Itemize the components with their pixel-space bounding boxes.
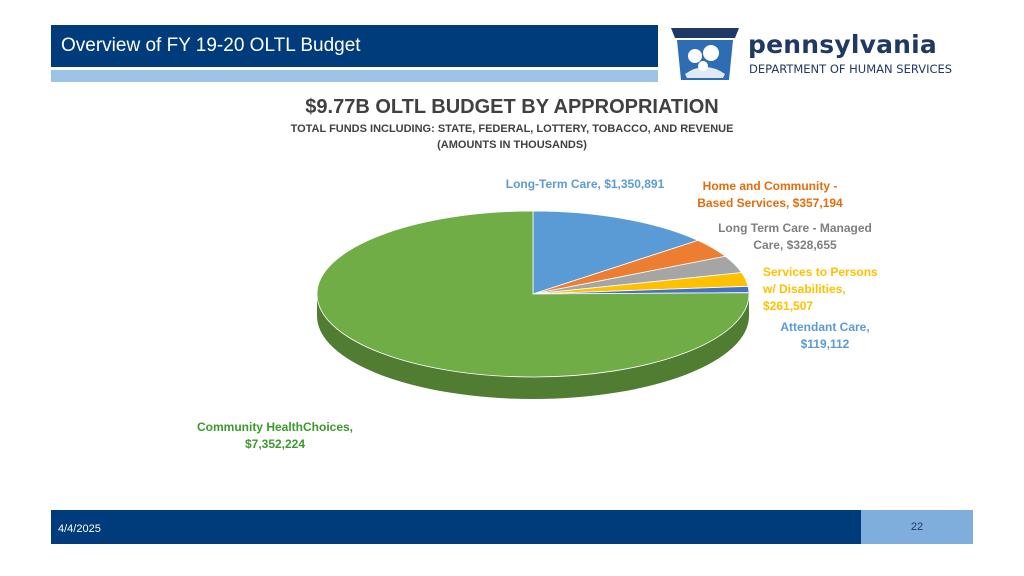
keystone-logo-icon: [671, 28, 739, 80]
slice-label-3: Services to Persons w/ Disabilities, $261,…: [763, 264, 903, 315]
slice-label-line: Home and Community -: [702, 179, 838, 193]
page-number: 22: [910, 521, 924, 533]
title-bar: Overview of FY 19-20 OLTL Budget: [51, 25, 658, 67]
logo-wordmark: pennsylvania: [748, 30, 937, 59]
slice-label-5: Community HealthChoices, $7,352,224: [170, 419, 380, 453]
slice-label-1: Home and Community - Based Services, $357…: [680, 178, 860, 212]
chart-subtitle: TOTAL FUNDS INCLUDING: STATE, FEDERAL, L…: [290, 123, 734, 135]
slice-label-line: Long Term Care - Managed: [718, 221, 872, 235]
chart-title: $9.77B OLTL BUDGET BY APPROPRIATION: [305, 96, 719, 118]
pie-slice-side-5: [317, 294, 749, 399]
footer-bar: 4/4/2025: [51, 510, 861, 544]
logo-department: DEPARTMENT OF HUMAN SERVICES: [749, 62, 953, 76]
slice-label-line: Attendant Care,: [780, 320, 870, 334]
slice-label-line: Services to Persons: [763, 265, 878, 279]
slice-label-line: $7,352,224: [244, 437, 306, 451]
slice-label-2: Long Term Care - Managed Care, $328,655: [700, 220, 890, 254]
footer-date: 4/4/2025: [58, 523, 101, 535]
slice-label-line: $119,112: [800, 337, 850, 351]
pie-slice-0: [532, 210, 700, 295]
title-underline: [51, 70, 658, 82]
slice-label-line: w/ Disabilities,: [763, 282, 846, 296]
slice-label-line: Long-Term Care, $1,350,891: [505, 177, 665, 191]
slice-label-4: Attendant Care, $119,112: [760, 319, 890, 353]
page-title: Overview of FY 19-20 OLTL Budget: [61, 35, 361, 56]
slice-label-0: Long-Term Care, $1,350,891: [480, 176, 690, 193]
pie-side-walls: [317, 294, 749, 399]
slice-label-line: $261,507: [763, 299, 814, 313]
chart-units-note: (AMOUNTS IN THOUSANDS): [437, 139, 587, 151]
slice-label-line: Based Services, $357,194: [697, 196, 843, 210]
pie-slice-5: [316, 210, 750, 378]
slice-label-line: Care, $328,655: [753, 238, 837, 252]
page-number-box: 22: [861, 510, 973, 544]
slice-label-line: Community HealthChoices,: [196, 420, 354, 434]
